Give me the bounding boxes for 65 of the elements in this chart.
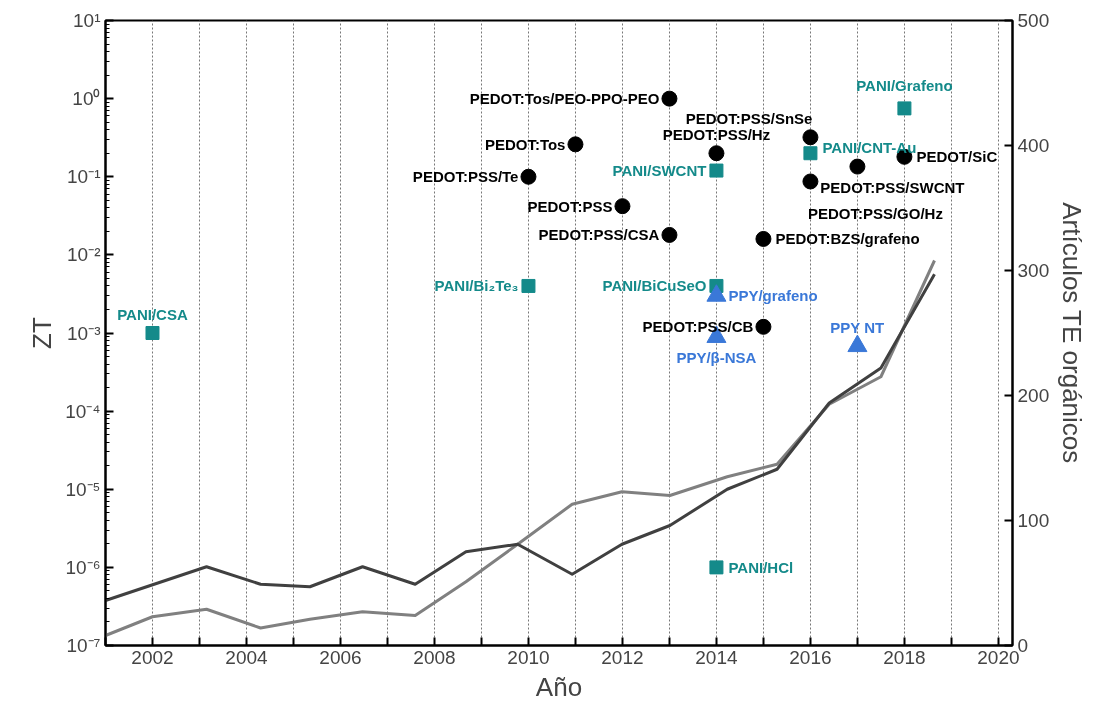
y2-axis-title: Artículos TE orgánicos — [1057, 202, 1088, 464]
y-tick-label: 10⁻⁴ — [65, 400, 101, 422]
x-tick-label: 2014 — [695, 646, 738, 668]
point — [755, 318, 772, 335]
y2-tick-label: 100 — [1017, 510, 1050, 531]
annotation: PEDOT:BZS/grafeno — [775, 230, 920, 248]
x-tick-label: 2004 — [225, 646, 269, 668]
point — [802, 129, 819, 146]
point — [802, 173, 819, 190]
annotation: PEDOT:PSS/SnSe — [685, 110, 813, 128]
point — [661, 90, 678, 107]
point — [661, 226, 678, 243]
annotation: PPY NT — [830, 319, 885, 337]
y2-tick-label: 500 — [1017, 10, 1050, 31]
y-axis-title: ZT — [27, 317, 58, 349]
annotation: PEDOT:Tos/PEO-PPO-PEO — [469, 90, 660, 108]
annotation: PEDOT:PSS/Hz — [662, 126, 771, 144]
annotation: PEDOT:PSS/SWCNT — [820, 178, 965, 196]
annotation: PANI/Bi₂Te₃ — [434, 277, 519, 295]
y2-tick-label: 300 — [1017, 260, 1050, 281]
x-tick-label: 2018 — [883, 646, 926, 668]
y-tick-label: 10⁻⁷ — [66, 635, 101, 656]
annotation: PPY/grafeno — [728, 287, 818, 305]
point — [567, 136, 584, 153]
annotation: PEDOT/SiC — [916, 148, 998, 166]
x-tick-label: 2012 — [601, 646, 644, 668]
annotation: PEDOT:PSS/CSA — [538, 226, 660, 244]
annotation: PEDOT:PSS/GO/Hz — [807, 205, 943, 223]
x-axis-title: Año — [535, 671, 583, 702]
point — [145, 326, 160, 340]
annotation: PANI/Grafeno — [856, 77, 953, 95]
point — [709, 163, 724, 178]
annotation: PANI/CNT-Au — [822, 138, 917, 156]
annotation: PANI/SWCNT — [612, 162, 707, 180]
point — [849, 158, 866, 175]
x-tick-label: 2002 — [131, 646, 174, 668]
point — [709, 560, 724, 575]
point — [708, 145, 725, 162]
annotation: PEDOT:Tos — [484, 135, 566, 153]
y-tick-label: 10⁻³ — [67, 322, 101, 344]
y-tick-label: 10⁻⁵ — [65, 478, 101, 500]
point — [755, 230, 772, 247]
x-tick-label: 2006 — [319, 646, 362, 668]
annotation: PPY/β-NSA — [676, 348, 757, 366]
annotation: PANI/HCl — [728, 558, 794, 576]
x-tick-label: 2008 — [413, 646, 456, 668]
annotation: PEDOT:PSS/CB — [642, 318, 754, 336]
point — [521, 278, 536, 293]
y-tick-label: 10⁰ — [72, 88, 101, 110]
y2-tick-label: 400 — [1017, 135, 1050, 156]
annotation: PANI/CSA — [117, 306, 188, 323]
y-tick-label: 10¹ — [73, 10, 101, 31]
annotation: PEDOT:PSS/Te — [412, 168, 519, 186]
point — [520, 168, 537, 185]
y2-tick-label: 200 — [1017, 385, 1050, 406]
annotation: PEDOT:PSS — [527, 197, 613, 215]
x-tick-label: 2016 — [789, 646, 832, 668]
point — [614, 198, 631, 215]
y-tick-label: 10⁻¹ — [67, 166, 101, 188]
point — [897, 101, 912, 116]
y-tick-label: 10⁻² — [67, 244, 101, 266]
point — [803, 146, 818, 161]
y-tick-label: 10⁻⁶ — [65, 556, 101, 578]
x-tick-label: 2010 — [507, 646, 550, 668]
annotation: PANI/BiCuSeO — [602, 277, 707, 295]
